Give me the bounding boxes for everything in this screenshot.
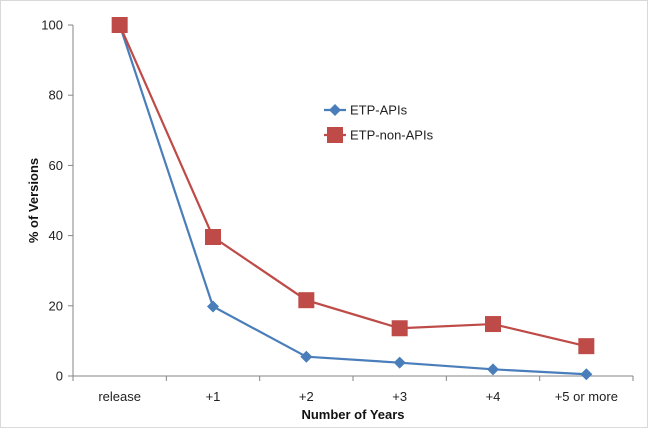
legend-swatch-marker (329, 104, 341, 116)
series-etp-apis (113, 19, 593, 381)
series-etp-non-apis (111, 17, 595, 355)
legend: ETP-APIs ETP-non-APIs (324, 103, 434, 143)
series-line (118, 24, 587, 348)
y-tick-label: 0 (56, 369, 63, 384)
x-tick-label: +4 (486, 389, 501, 404)
y-ticks: 0 20 40 60 80 100 (41, 18, 73, 384)
x-tick-label: +3 (392, 389, 407, 404)
y-tick-label: 80 (49, 88, 63, 103)
x-axis-title: Number of Years (301, 407, 404, 422)
y-tick-label: 40 (49, 228, 63, 243)
square-point (111, 17, 128, 33)
legend-item: ETP-non-APIs (324, 127, 434, 143)
square-point (578, 338, 595, 355)
diamond-point (487, 363, 499, 376)
diamond-point (300, 350, 313, 363)
diamond-point (393, 356, 406, 369)
square-point (298, 292, 315, 309)
diamond-point (580, 368, 593, 381)
square-point (205, 229, 221, 246)
series-line (118, 24, 587, 376)
x-tick-label: +1 (206, 389, 221, 404)
x-tick-label: +5 or more (555, 389, 618, 404)
y-tick-label: 60 (49, 158, 63, 173)
y-axis-title: % of Versions (26, 158, 41, 243)
y-tick-label: 100 (41, 18, 63, 33)
x-ticks: release +1 +2 +3 +4 +5 or more (72, 376, 634, 404)
y-tick-label: 20 (49, 298, 63, 313)
diamond-point (207, 300, 219, 313)
series-layer (111, 17, 595, 381)
legend-label: ETP-APIs (350, 103, 408, 118)
legend-swatch-marker (327, 127, 343, 143)
legend-item: ETP-APIs (324, 103, 408, 118)
square-point (391, 320, 408, 337)
square-point (485, 316, 501, 333)
x-tick-label: release (98, 389, 141, 404)
x-tick-label: +2 (299, 389, 314, 404)
legend-label: ETP-non-APIs (350, 128, 434, 143)
